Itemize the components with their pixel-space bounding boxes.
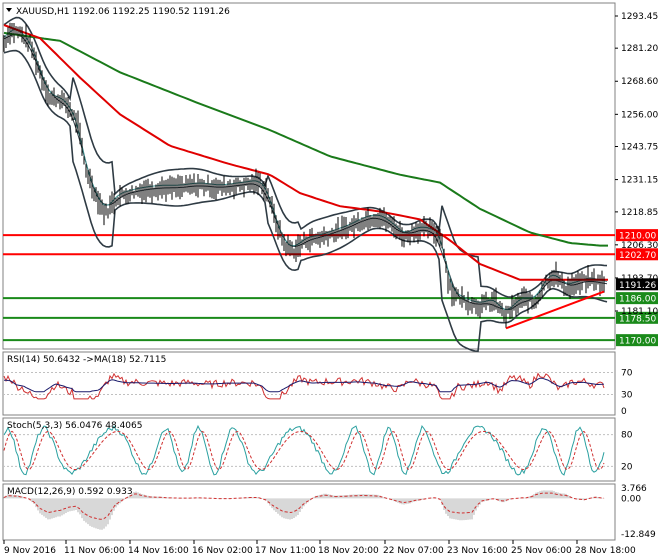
bollinger-middle bbox=[3, 33, 608, 311]
price-tick-label: 1268.60 bbox=[621, 77, 658, 87]
bollinger-bands bbox=[3, 16, 608, 353]
support-label-box bbox=[616, 292, 658, 305]
support-label-box bbox=[616, 334, 658, 347]
support-label-box bbox=[616, 311, 658, 324]
macd-tick-label: 0.00 bbox=[621, 494, 641, 504]
support-label: 1170.00 bbox=[619, 337, 656, 347]
rising-trend-line bbox=[505, 290, 605, 330]
price-tick-label: 1281.20 bbox=[621, 44, 658, 54]
price-tick-label: 1293.45 bbox=[621, 12, 658, 22]
macd-signal-line bbox=[3, 492, 605, 520]
rsi-tick-label: 30 bbox=[621, 391, 633, 401]
price-tick-label: 1256.00 bbox=[621, 110, 658, 120]
time-tick-label: 25 Nov 06:00 bbox=[511, 546, 572, 556]
rsi-lines bbox=[3, 372, 615, 400]
long-moving-average bbox=[3, 31, 608, 247]
time-tick-label: 28 Nov 18:00 bbox=[575, 546, 636, 556]
rsi-ma-line bbox=[3, 377, 605, 393]
price-tick-label: 1218.85 bbox=[621, 208, 658, 218]
price-tick-label: 1193.70 bbox=[621, 274, 658, 284]
main-panel-frame bbox=[2, 2, 616, 350]
resistance-label: 1202.70 bbox=[619, 251, 656, 261]
resistance-label-box bbox=[616, 229, 658, 242]
price-tick-label: 1181.10 bbox=[621, 307, 658, 317]
resistance-label: 1210.00 bbox=[619, 232, 656, 242]
medium-moving-average bbox=[3, 24, 608, 281]
current-price-box bbox=[616, 278, 658, 291]
time-tick-label: 16 Nov 02:00 bbox=[192, 546, 253, 556]
stoch-header: Stoch(5,3,3) 56.0476 48.4065 bbox=[7, 421, 142, 431]
rsi-header: RSI(14) 50.6432 ->MA(18) 52.7115 bbox=[7, 355, 166, 365]
stoch-lines bbox=[3, 424, 615, 476]
time-tick-label: 9 Nov 2016 bbox=[4, 546, 56, 556]
current-price-label: 1191.26 bbox=[619, 281, 656, 291]
price-bars bbox=[3, 22, 605, 329]
trend-lines: 1191.26 bbox=[505, 278, 658, 330]
price-tick-label: 1231.15 bbox=[621, 176, 658, 186]
macd-lines bbox=[3, 490, 605, 530]
stoch-tick-label: 20 bbox=[621, 462, 633, 472]
macd-header: MACD(12,26,9) 0.592 0.933 bbox=[7, 487, 133, 497]
time-tick-label: 23 Nov 16:00 bbox=[447, 546, 508, 556]
collapse-triangle-icon[interactable] bbox=[6, 8, 12, 12]
fast-moving-average bbox=[3, 28, 608, 310]
support-label: 1186.00 bbox=[619, 295, 656, 305]
rsi-axis: 70 30 0 bbox=[621, 369, 633, 418]
stoch-axis: 80 20 bbox=[621, 431, 633, 473]
macd-panel-frame bbox=[2, 483, 616, 541]
stoch-signal-line bbox=[3, 430, 605, 471]
time-tick-label: 14 Nov 16:00 bbox=[128, 546, 189, 556]
macd-tick-label: -12.849 bbox=[621, 530, 656, 540]
moving-averages bbox=[3, 24, 608, 281]
stoch-panel-frame bbox=[2, 417, 616, 482]
symbol-header: XAUUSD,H1 1192.06 1192.25 1190.52 1191.2… bbox=[16, 7, 230, 17]
support-resistance-levels: 1210.00 1202.70 1186.00 1178.50 1170.00 bbox=[3, 229, 658, 347]
rsi-tick-label: 70 bbox=[621, 369, 633, 379]
rsi-line bbox=[3, 372, 605, 400]
stoch-main-line bbox=[3, 424, 605, 476]
price-tick-label: 1206.30 bbox=[621, 241, 658, 251]
macd-tick-label: 3.766 bbox=[621, 484, 647, 494]
stoch-tick-label: 80 bbox=[621, 431, 633, 441]
time-tick-label: 18 Nov 20:00 bbox=[318, 546, 379, 556]
rsi-panel-frame bbox=[2, 351, 616, 416]
time-tick-label: 17 Nov 11:00 bbox=[255, 546, 316, 556]
time-tick-label: 22 Nov 07:00 bbox=[383, 546, 444, 556]
price-tick-label: 1243.75 bbox=[621, 142, 658, 152]
main-price-axis: 1293.45 1281.20 1268.60 1256.00 1243.75 1231.… bbox=[615, 12, 658, 317]
support-label: 1178.50 bbox=[619, 314, 656, 324]
time-tick-label: 11 Nov 06:00 bbox=[64, 546, 125, 556]
rsi-tick-label: 0 bbox=[621, 407, 627, 417]
time-axis: 9 Nov 2016 11 Nov 06:00 14 Nov 16:00 16 Nov… bbox=[3, 540, 636, 556]
resistance-label-box bbox=[616, 248, 658, 261]
bollinger-upper bbox=[3, 16, 608, 298]
